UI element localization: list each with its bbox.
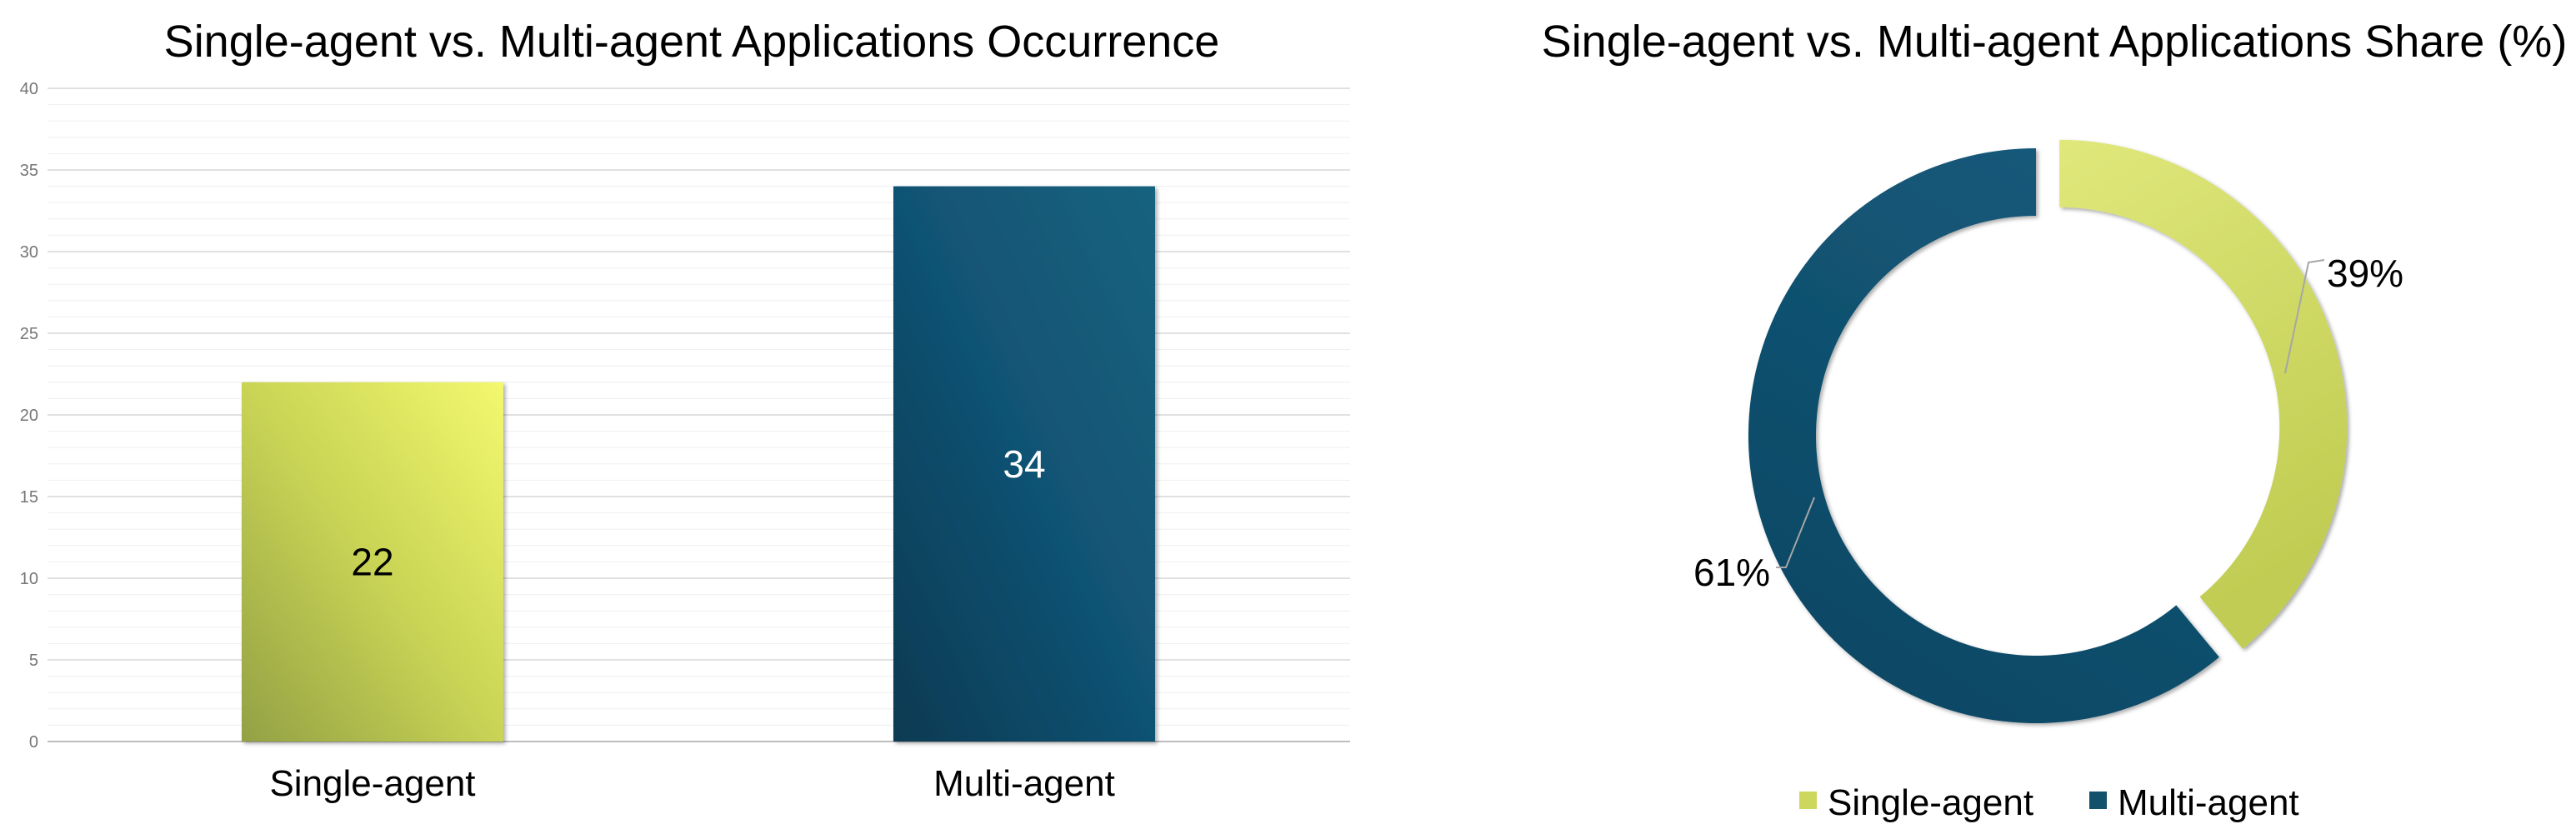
bar-multi-agent xyxy=(893,186,1155,742)
donut-percent-label-single-agent: 39% xyxy=(2327,252,2403,295)
bar-single-agent xyxy=(242,382,503,742)
y-axis-tick-label: 30 xyxy=(20,243,38,262)
bar-chart-title: Single-agent vs. Multi-agent Application… xyxy=(164,17,1220,67)
donut-percent-label-multi-agent: 61% xyxy=(1693,551,1770,594)
bar-chart-value-labels: 22 34 xyxy=(351,442,1045,584)
legend-label-multi-agent: Multi-agent xyxy=(2118,782,2299,823)
y-axis-tick-label: 40 xyxy=(20,80,38,98)
legend-swatch-multi-agent xyxy=(2089,792,2107,809)
x-axis-category-label: Multi-agent xyxy=(933,763,1115,804)
legend-label-single-agent: Single-agent xyxy=(1828,782,2033,823)
x-axis-category-label: Single-agent xyxy=(269,763,475,804)
leader-line-single-agent xyxy=(2284,259,2325,374)
y-axis-tick-label: 0 xyxy=(29,733,38,752)
legend-swatch-single-agent xyxy=(1799,792,1817,809)
donut-slice-single-agent xyxy=(2059,139,2348,649)
y-axis-tick-label: 10 xyxy=(20,570,38,588)
y-axis-tick-label: 35 xyxy=(20,162,38,180)
y-axis-tick-label: 15 xyxy=(20,488,38,507)
bar-chart-bars xyxy=(242,186,1155,742)
leader-line-multi-agent xyxy=(1776,497,1815,568)
y-axis-tick-label: 20 xyxy=(20,407,38,425)
bar-chart-y-axis-tick-labels: 0 5 10 15 20 25 30 35 40 xyxy=(20,80,38,752)
donut-slices xyxy=(1748,139,2348,723)
donut-legend: Single-agent Multi-agent xyxy=(1799,782,2299,823)
y-axis-tick-label: 25 xyxy=(20,325,38,343)
bar-value-label: 22 xyxy=(351,540,393,583)
bar-chart-category-labels: Single-agent Multi-agent xyxy=(269,763,1114,804)
bar-value-label: 34 xyxy=(1003,442,1045,486)
y-axis-tick-label: 5 xyxy=(29,652,38,670)
donut-chart-title: Single-agent vs. Multi-agent Application… xyxy=(1542,17,2568,67)
donut-slice-multi-agent xyxy=(1748,147,2219,723)
